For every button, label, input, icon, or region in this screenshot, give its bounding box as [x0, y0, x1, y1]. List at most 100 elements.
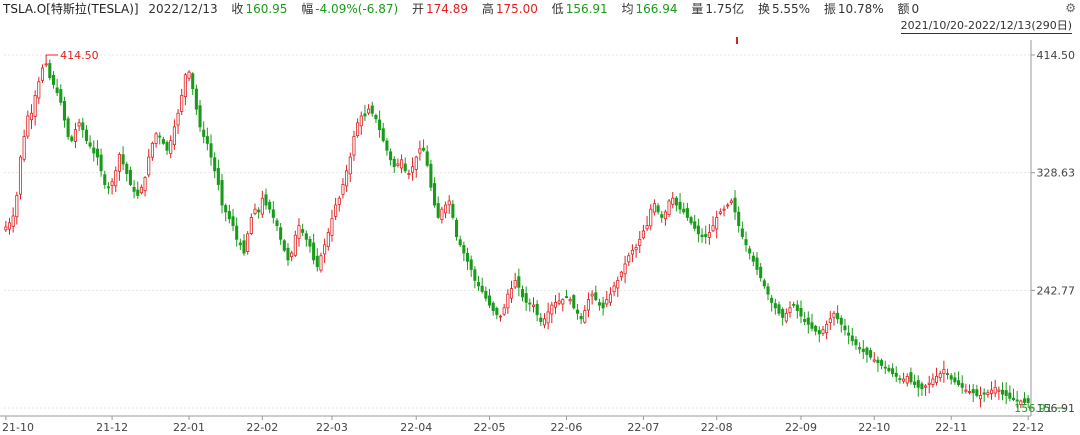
- candle: [953, 372, 957, 385]
- candle: [784, 308, 788, 324]
- candle-body: [491, 302, 495, 311]
- candle-body: [938, 373, 942, 378]
- candle-body: [4, 226, 8, 231]
- candle-body: [260, 197, 264, 215]
- candle: [612, 281, 616, 297]
- y-tick-label: 328.63: [1037, 167, 1076, 180]
- candle: [667, 198, 671, 218]
- candle-body: [476, 282, 481, 287]
- candle: [154, 131, 158, 148]
- x-axis: 21-10 21-12 22-01 22-02 22-03 22-04 22-05 22-06…: [0, 415, 1044, 434]
- candle: [605, 290, 609, 308]
- avg-value: 166.94: [635, 2, 678, 16]
- candle-body: [389, 151, 393, 161]
- x-tick-label: 22-05: [474, 421, 506, 434]
- candle-body: [304, 233, 308, 240]
- candle-body: [792, 303, 796, 306]
- candle-body: [891, 368, 895, 375]
- candle-body: [297, 225, 301, 239]
- candle-body: [832, 312, 836, 318]
- date-range-label[interactable]: 2021/10/20-2022/12/13(290日): [900, 19, 1072, 34]
- open-value: 174.89: [426, 2, 468, 16]
- candle: [891, 363, 895, 377]
- candle-body: [850, 335, 854, 342]
- candle: [334, 197, 338, 221]
- candle: [957, 371, 961, 387]
- candle: [66, 116, 70, 140]
- candle: [403, 157, 407, 173]
- candle-body: [132, 186, 136, 192]
- close-label: 收: [231, 2, 244, 16]
- candle: [231, 208, 235, 232]
- candle: [520, 285, 525, 302]
- candle-body: [18, 156, 23, 195]
- candle: [194, 84, 198, 115]
- candle-body: [114, 170, 118, 187]
- candle-body: [1019, 400, 1023, 405]
- candle-body: [194, 88, 198, 110]
- candle-body: [473, 269, 477, 281]
- candle-body: [880, 360, 884, 366]
- candle-body: [242, 240, 246, 254]
- candle: [542, 313, 547, 329]
- candle: [158, 132, 162, 145]
- candle: [572, 294, 576, 310]
- candle: [825, 320, 829, 340]
- candle-body: [88, 142, 92, 147]
- candle: [1004, 382, 1008, 405]
- candle-body: [264, 194, 268, 206]
- candle: [872, 352, 876, 363]
- x-tick-label: 22-06: [550, 421, 582, 434]
- candle: [711, 216, 715, 233]
- candle: [433, 177, 437, 208]
- candle-body: [1022, 398, 1027, 403]
- candle-body: [341, 184, 345, 195]
- candle: [308, 236, 312, 253]
- candle: [345, 164, 349, 192]
- x-tick-label: 22-09: [785, 421, 817, 434]
- candle-body: [257, 209, 261, 213]
- candle-body: [597, 302, 601, 306]
- candle: [590, 290, 594, 305]
- candle-body: [913, 381, 917, 385]
- candle-body: [975, 389, 979, 396]
- candle: [832, 310, 836, 326]
- gear-icon[interactable]: ⚙: [1065, 1, 1076, 15]
- candle-body: [348, 156, 352, 175]
- candle: [216, 159, 220, 191]
- candle-body: [77, 122, 81, 127]
- candle-body: [810, 322, 814, 329]
- candle-body: [106, 186, 110, 189]
- candle-body: [960, 383, 964, 388]
- candle-body: [902, 378, 906, 382]
- candle: [18, 155, 23, 200]
- candle: [586, 292, 590, 318]
- candle-body: [253, 208, 257, 215]
- candle-body: [843, 325, 847, 331]
- candle: [997, 386, 1001, 400]
- candle-body: [378, 119, 382, 131]
- candle: [557, 292, 561, 306]
- candle-body: [869, 350, 873, 358]
- candle-body: [66, 118, 70, 137]
- candle: [535, 300, 539, 322]
- candle: [696, 218, 700, 243]
- candle-body: [337, 197, 341, 205]
- open-label: 开: [411, 2, 424, 16]
- candle-body: [531, 304, 536, 307]
- candle-body: [169, 140, 173, 154]
- close-value: 160.95: [245, 2, 288, 16]
- candle-body: [11, 215, 15, 227]
- candle-body: [55, 87, 59, 94]
- candle: [326, 228, 330, 251]
- candle-body: [927, 382, 931, 385]
- candle: [564, 289, 569, 299]
- candle: [916, 375, 920, 397]
- candle: [751, 252, 755, 267]
- date-label: 2022/12/13: [148, 2, 218, 16]
- candle: [469, 255, 473, 277]
- candle-body: [964, 389, 968, 392]
- candle-body: [825, 323, 829, 334]
- candle-body: [308, 238, 312, 247]
